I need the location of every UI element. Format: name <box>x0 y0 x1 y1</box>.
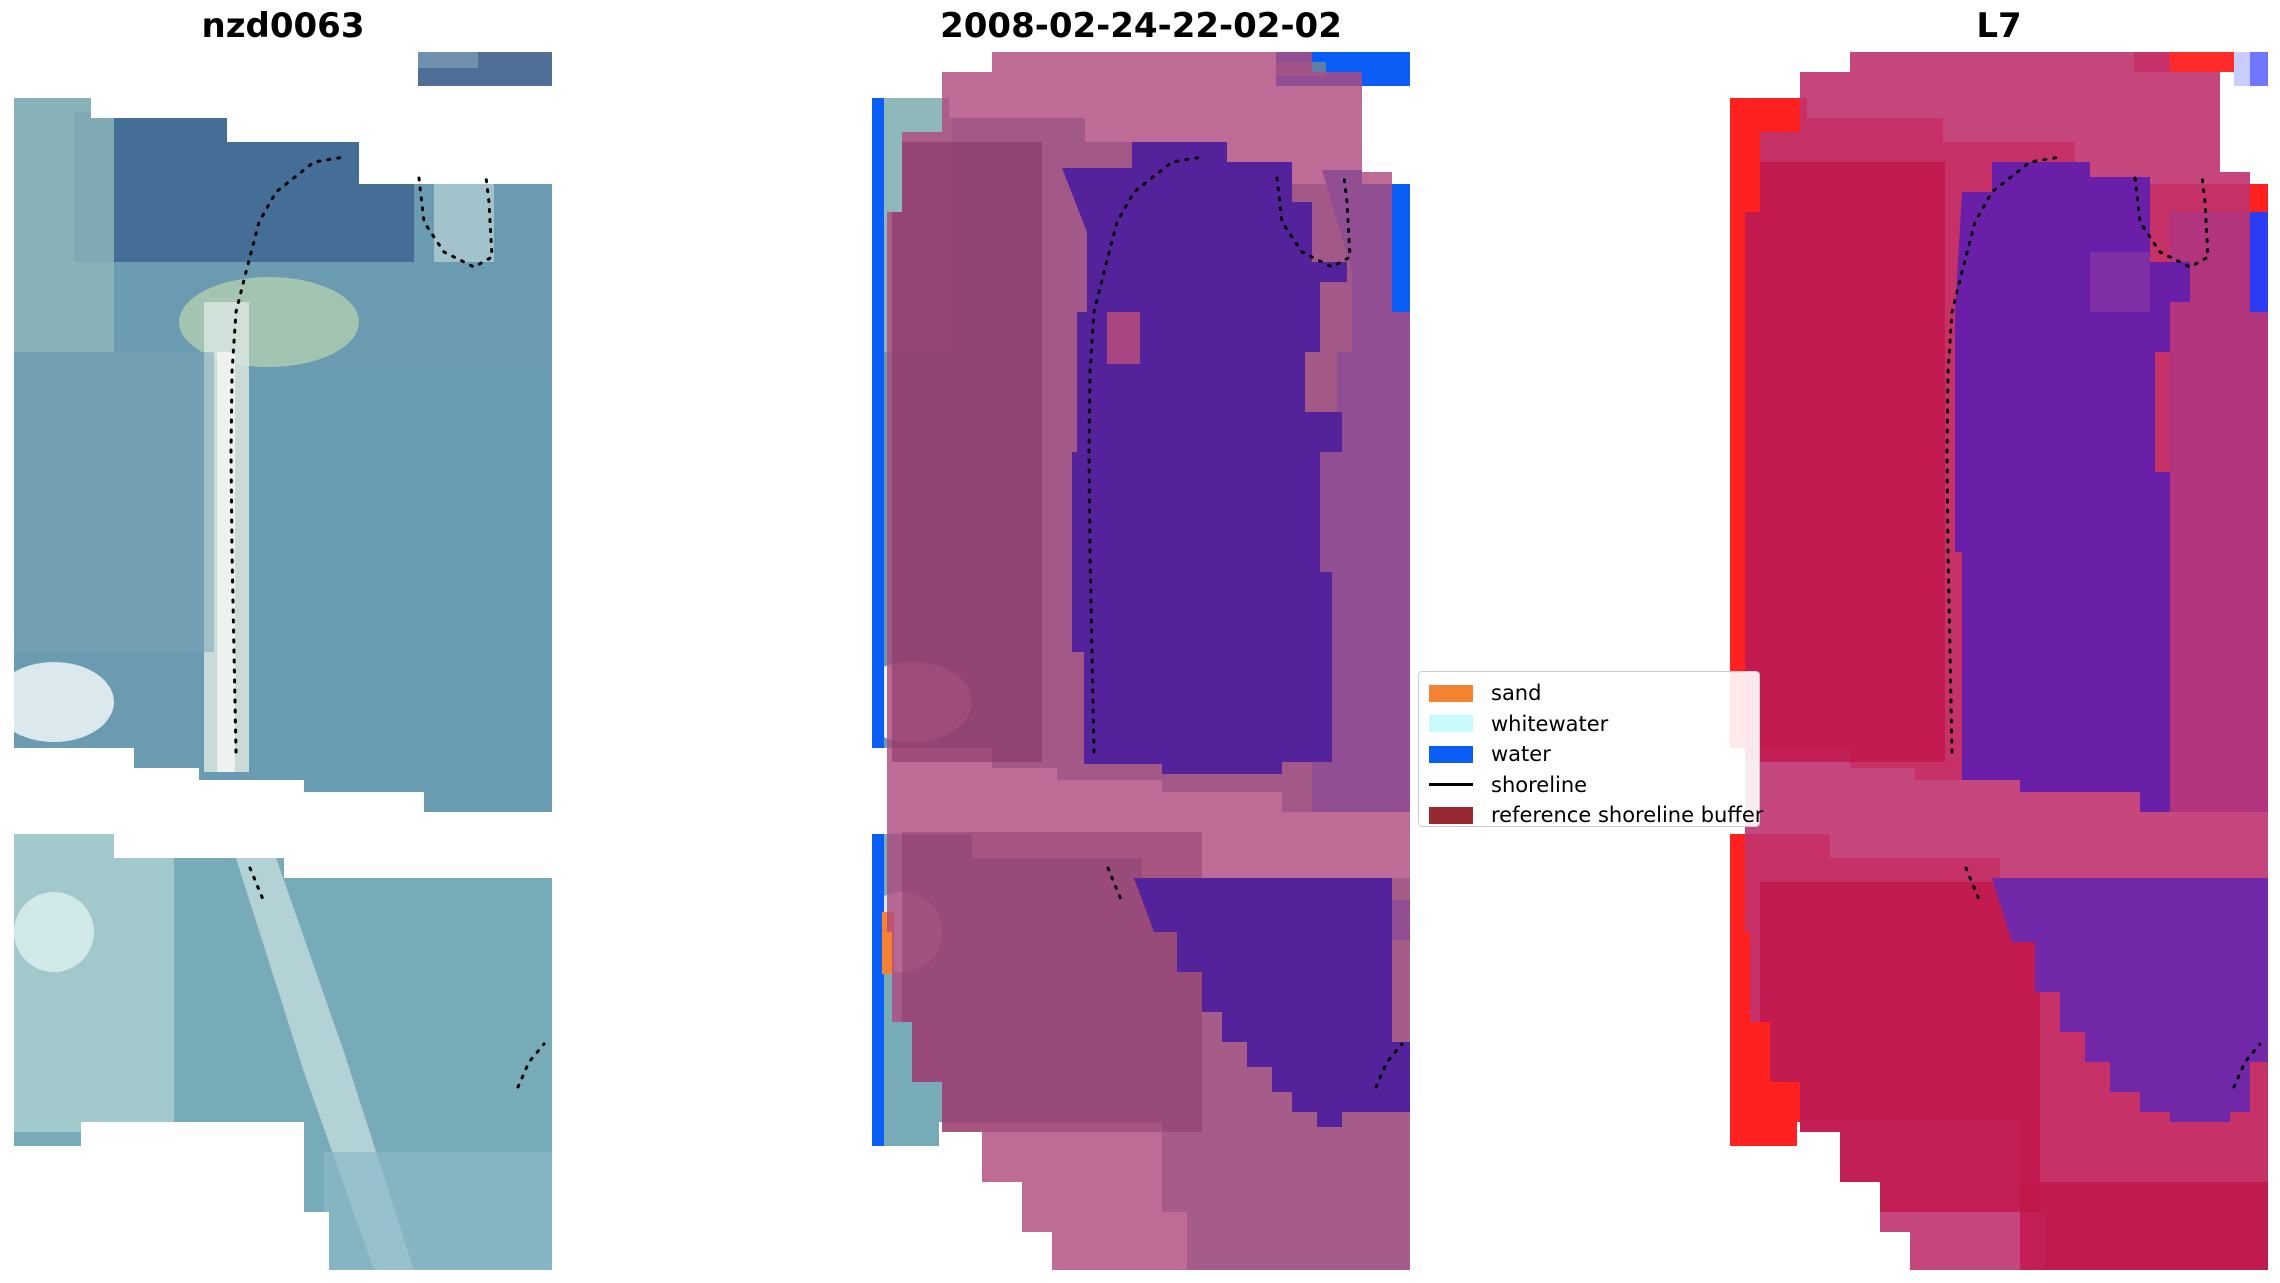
legend-label-water: water <box>1491 742 1551 767</box>
water-swatch <box>1429 745 1473 763</box>
buffer-swatch <box>1429 806 1473 824</box>
whitewater-swatch <box>1429 715 1473 733</box>
legend-label-whitewater: whitewater <box>1491 711 1609 736</box>
shoreline-line-swatch <box>1429 783 1473 787</box>
classification-panel <box>872 52 1410 1270</box>
legend-item-sand: sand <box>1429 678 1749 709</box>
sand-swatch <box>1429 684 1473 702</box>
legend: sand whitewater water shoreline referenc… <box>1418 671 1763 827</box>
legend-item-shoreline: shoreline <box>1429 770 1749 801</box>
legend-item-water: water <box>1429 739 1749 770</box>
panel-title-satellite: L7 <box>1976 6 2022 46</box>
rgb-image-panel <box>14 52 552 1270</box>
legend-label-buffer: reference shoreline buffer <box>1491 803 1764 828</box>
panel-title-date: 2008-02-24-22-02-02 <box>940 6 1342 46</box>
legend-label-sand: sand <box>1491 681 1542 706</box>
legend-item-buffer: reference shoreline buffer <box>1429 800 1763 831</box>
legend-item-whitewater: whitewater <box>1429 709 1749 740</box>
false-color-panel <box>1730 52 2268 1270</box>
panel-title-image: nzd0063 <box>201 6 365 46</box>
legend-label-shoreline: shoreline <box>1491 772 1588 797</box>
